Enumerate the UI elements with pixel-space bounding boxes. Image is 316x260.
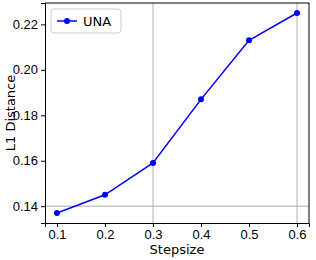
- y-tick: 0.16: [13, 153, 45, 168]
- x-tick-label: 0.5: [240, 227, 258, 242]
- x-tick: 0.4: [192, 223, 210, 242]
- frame-right: [309, 3, 310, 223]
- x-axis: 0.1 0.2 0.3 0.4 0.5 0.6: [46, 223, 310, 242]
- series-marker: [198, 96, 204, 102]
- y-tick-label: 0.16: [13, 153, 38, 168]
- series-marker: [294, 10, 300, 16]
- y-tick: 0.18: [13, 108, 45, 123]
- y-tick: 0.14: [13, 199, 45, 214]
- y-tick-mark: [41, 70, 45, 71]
- legend-box: [51, 9, 121, 33]
- y-tick: 0.22: [13, 17, 45, 32]
- series-marker: [246, 37, 252, 43]
- horizontal-line: [45, 206, 309, 207]
- series-marker: [150, 160, 156, 166]
- chart-svg: 0.1 0.2 0.3 0.4 0.5 0.6 0.14 0.16 0.18 0.20 0.22 UN…: [0, 0, 316, 260]
- y-tick-mark: [41, 115, 45, 116]
- x-tick: 0.6: [288, 223, 306, 242]
- y-tick-label: 0.14: [13, 199, 38, 214]
- reference-lines: [45, 3, 309, 223]
- x-axis-title: Stepsize: [150, 242, 205, 257]
- x-tick-label: 0.6: [288, 227, 306, 242]
- vertical-line: [297, 3, 298, 223]
- series-marker: [54, 210, 60, 216]
- x-tick: 0.3: [144, 223, 162, 242]
- y-axis-line: [41, 4, 46, 224]
- x-tick-label: 0.4: [192, 227, 210, 242]
- legend-label: UNA: [83, 14, 111, 29]
- x-tick: 0.1: [48, 223, 66, 242]
- plot-area: 0.1 0.2 0.3 0.4 0.5 0.6 0.14 0.16 0.18 0.20 0.22 UN…: [13, 3, 310, 242]
- chart-container: 0.1 0.2 0.3 0.4 0.5 0.6 0.14 0.16 0.18 0.20 0.22 UN…: [0, 0, 316, 260]
- y-tick-mark: [41, 161, 45, 162]
- x-tick-label: 0.1: [48, 227, 66, 242]
- x-axis-line: [46, 224, 310, 228]
- legend: UNA: [51, 9, 121, 33]
- frame-top: [45, 3, 309, 4]
- y-tick-label: 0.22: [13, 17, 38, 32]
- series-marker: [102, 192, 108, 198]
- data-layer: [54, 10, 300, 216]
- x-tick: 0.5: [240, 223, 258, 242]
- y-axis: 0.14 0.16 0.18 0.20 0.22: [13, 4, 46, 224]
- y-axis-title: L1 Distance: [3, 75, 18, 152]
- y-tick-mark: [41, 206, 45, 207]
- y-tick: 0.20: [13, 62, 45, 77]
- x-tick: 0.2: [96, 223, 114, 242]
- y-tick-mark: [41, 24, 45, 25]
- series-line: [57, 13, 297, 213]
- x-tick-label: 0.2: [96, 227, 114, 242]
- legend-marker: [64, 18, 70, 24]
- vertical-line: [153, 3, 154, 223]
- x-tick-label: 0.3: [144, 227, 162, 242]
